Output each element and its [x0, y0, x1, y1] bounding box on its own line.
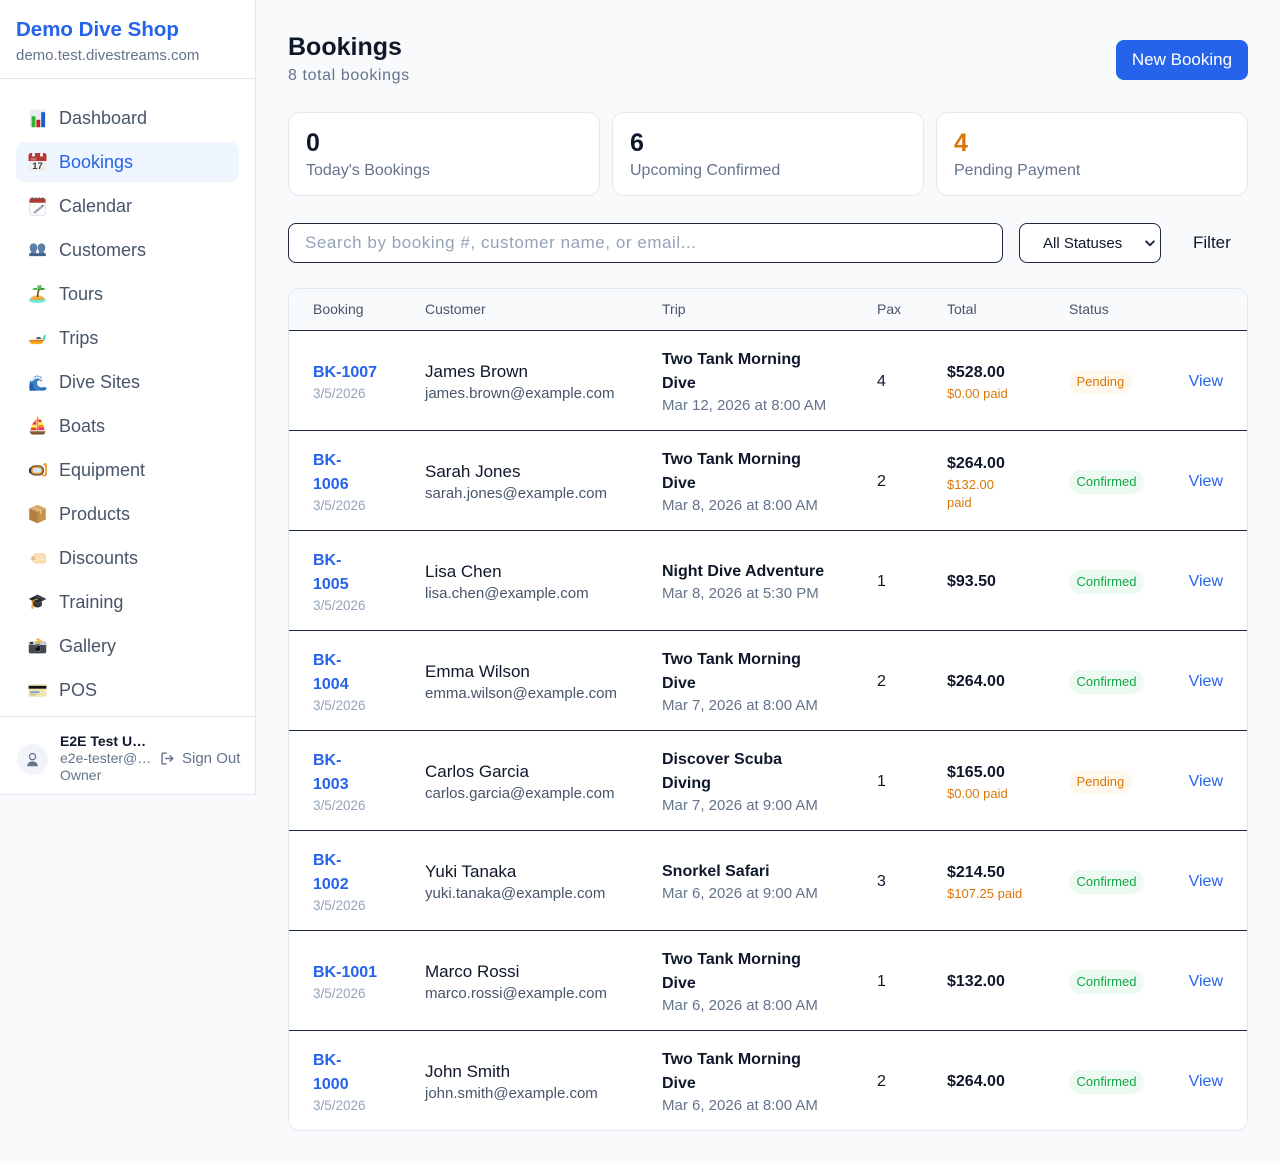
- svg-text:17: 17: [32, 161, 43, 172]
